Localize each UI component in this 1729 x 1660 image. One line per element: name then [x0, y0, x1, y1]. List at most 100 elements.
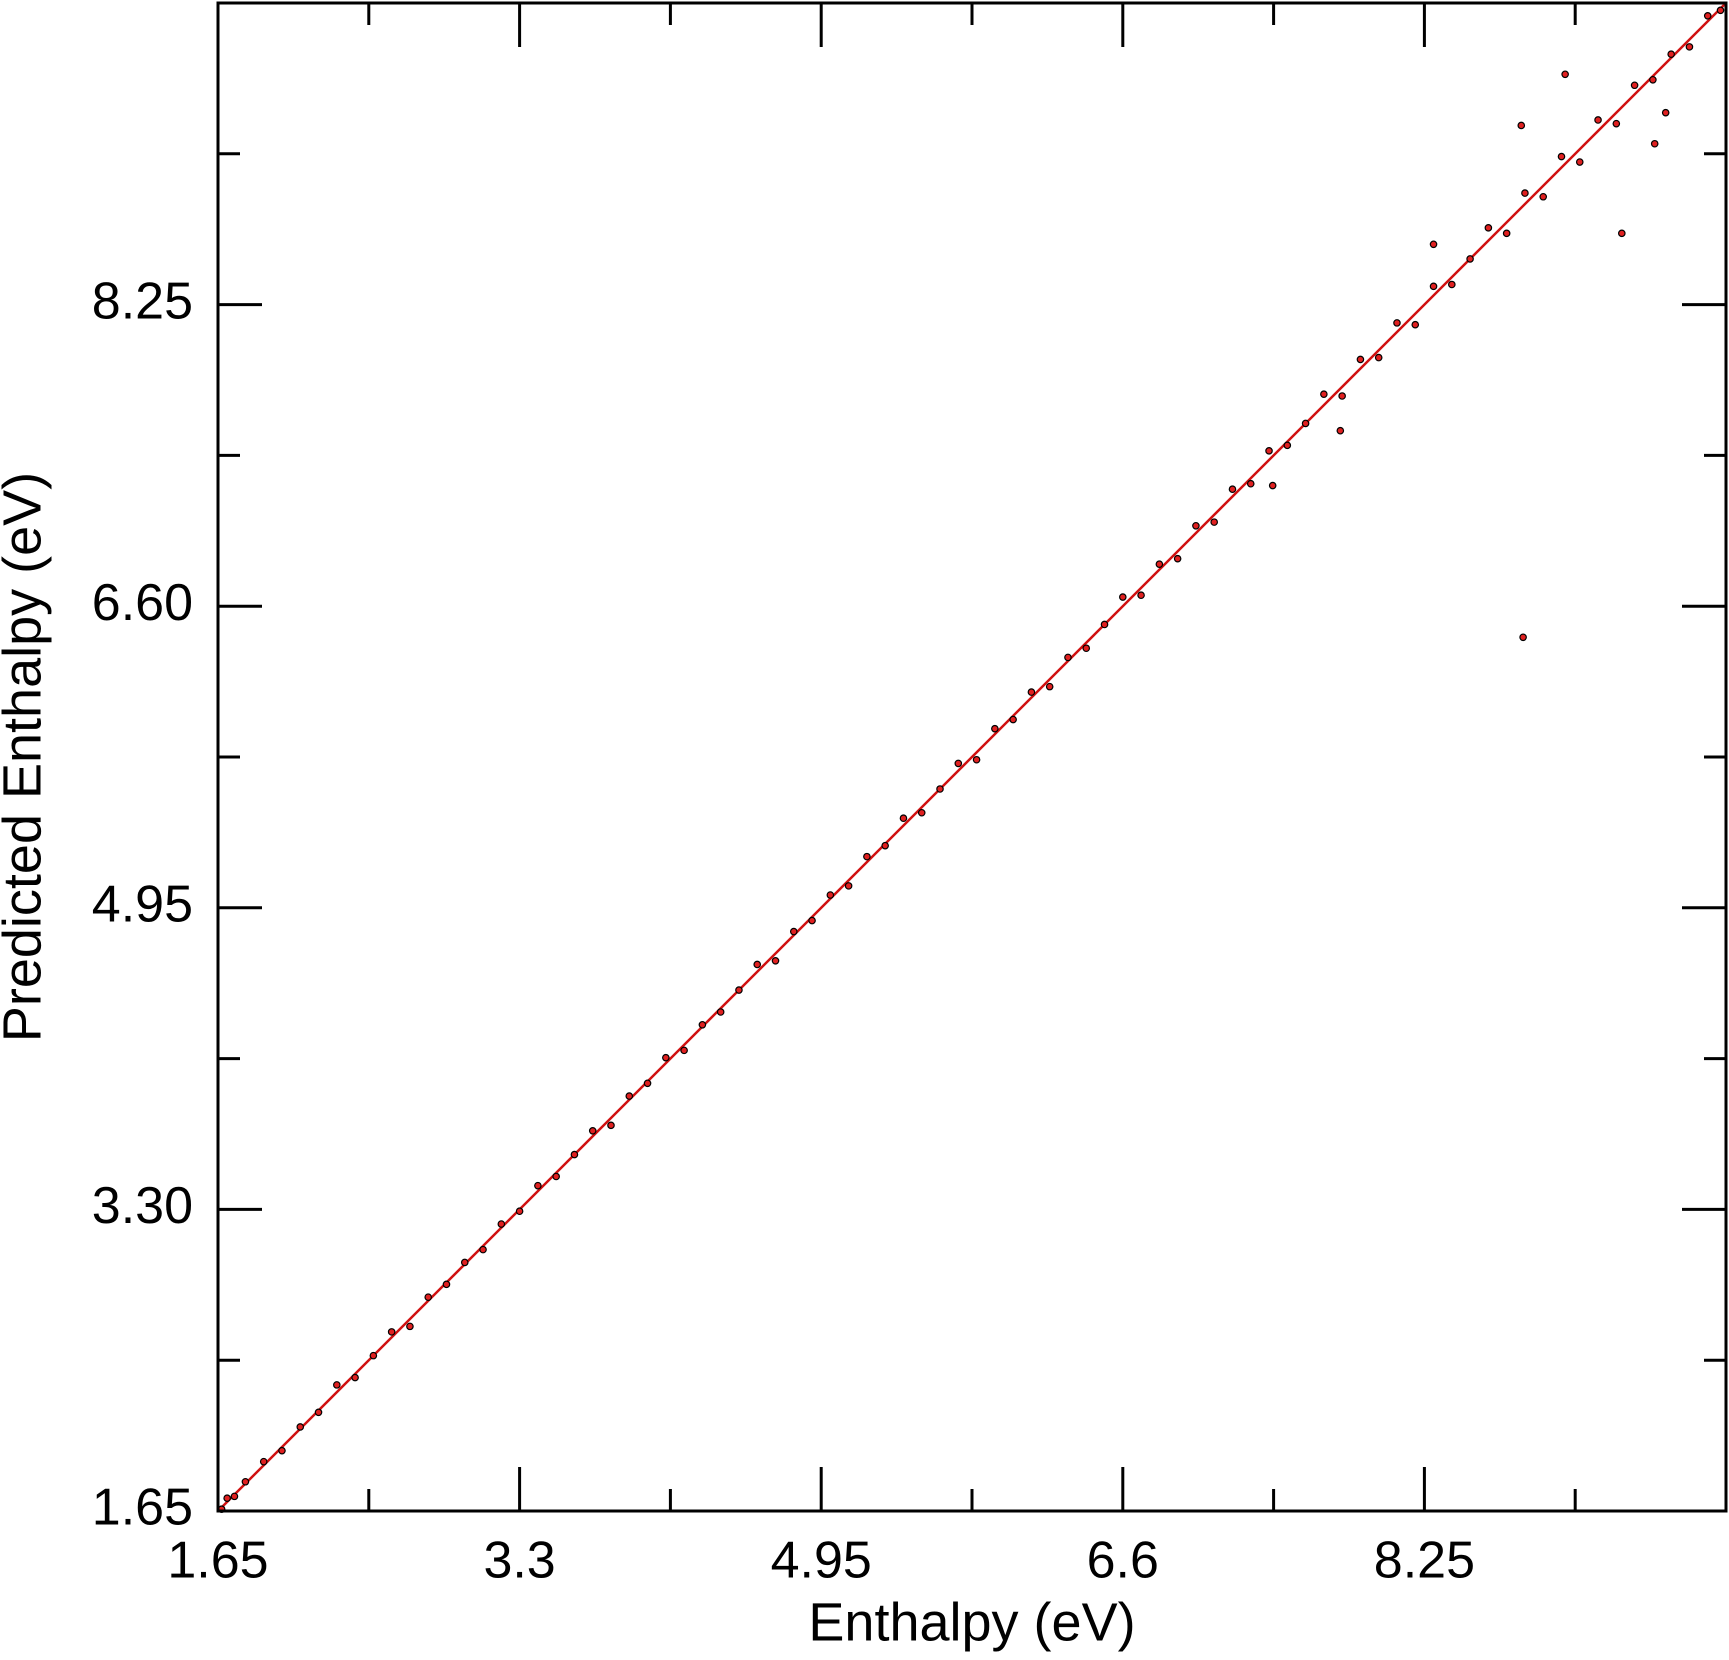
data-point [1137, 591, 1145, 600]
data-point [1009, 715, 1017, 724]
data-point [716, 1008, 725, 1016]
data-point [917, 808, 926, 817]
data-point [625, 1092, 634, 1100]
data-point [698, 1020, 707, 1029]
data-point [479, 1245, 487, 1254]
data-point [1685, 43, 1694, 51]
data-point [534, 1181, 542, 1190]
data-point [1064, 653, 1072, 662]
data-point [1173, 554, 1182, 563]
data-point [406, 1322, 414, 1331]
data-point [899, 814, 908, 823]
data-point [241, 1477, 250, 1486]
data-point [1155, 560, 1164, 568]
data-point [1612, 119, 1621, 128]
data-point [1575, 158, 1584, 166]
data-point [515, 1207, 524, 1216]
data-point [1502, 229, 1511, 238]
data-point [680, 1046, 688, 1055]
x-tick-label: 1.65 [167, 1532, 268, 1590]
data-point [369, 1351, 378, 1360]
data-point [991, 724, 999, 733]
data-point [1661, 108, 1670, 117]
data-point [1618, 229, 1626, 238]
x-axis-title: Enthalpy (eV) [808, 1592, 1135, 1652]
data-point [1356, 355, 1365, 364]
x-tick-label: 6.6 [1087, 1532, 1159, 1590]
data-point [333, 1381, 341, 1389]
data-point [643, 1079, 652, 1088]
data-point [1466, 255, 1474, 263]
data-point [662, 1053, 670, 1062]
data-point [1650, 139, 1659, 148]
data-point [1246, 479, 1255, 488]
data-point [789, 927, 798, 936]
data-point [1045, 682, 1054, 691]
data-point [1557, 152, 1566, 161]
data-point [607, 1121, 615, 1130]
data-point [588, 1127, 597, 1135]
data-point [1411, 320, 1420, 329]
data-point [1283, 441, 1292, 450]
data-point [351, 1373, 359, 1382]
data-point [1484, 224, 1493, 232]
data-point [771, 957, 780, 965]
x-tick-label: 8.25 [1374, 1532, 1475, 1590]
data-point [1119, 593, 1127, 601]
data-point [936, 785, 944, 793]
y-tick-label: 3.30 [92, 1177, 193, 1235]
data-point [497, 1220, 506, 1228]
data-point [1336, 426, 1345, 435]
y-tick-label: 6.60 [92, 574, 193, 632]
data-point [1703, 11, 1712, 20]
data-point [1519, 633, 1527, 642]
data-point [1429, 282, 1438, 291]
data-point [1320, 390, 1328, 398]
data-point [844, 882, 853, 890]
data-point [1517, 121, 1526, 130]
fit-line [217, 2, 1727, 1512]
data-point [1210, 518, 1218, 526]
y-axis-title: Predicted Enthalpy (eV) [0, 472, 52, 1042]
data-point [1521, 189, 1529, 197]
data-point [1228, 485, 1237, 494]
data-point [1301, 419, 1310, 428]
data-point [1539, 192, 1548, 201]
y-tick-label: 4.95 [92, 876, 193, 934]
x-tick-label: 3.3 [483, 1532, 555, 1590]
y-tick-label: 8.25 [92, 272, 193, 330]
data-point [1027, 688, 1036, 696]
data-point [230, 1492, 239, 1501]
data-point [735, 986, 743, 994]
data-point [1192, 521, 1200, 530]
data-point [1594, 116, 1602, 124]
data-point [570, 1150, 579, 1159]
data-point [259, 1457, 268, 1466]
data-point [753, 960, 762, 969]
data-point [460, 1258, 469, 1267]
data-point [808, 916, 816, 925]
data-point [826, 891, 835, 899]
data-point [1374, 353, 1383, 362]
data-point [1649, 75, 1657, 84]
data-point [442, 1280, 451, 1289]
x-tick-label: 4.95 [771, 1532, 872, 1590]
data-point [278, 1446, 286, 1455]
data-point [863, 852, 871, 861]
data-point [387, 1328, 396, 1336]
data-point [1716, 6, 1725, 15]
data-point [1448, 280, 1456, 289]
data-point [1338, 392, 1346, 400]
data-point [1561, 70, 1569, 79]
data-point [424, 1293, 433, 1301]
data-point [881, 841, 889, 850]
data-point [1630, 81, 1639, 90]
data-point [1667, 50, 1675, 58]
data-point [1268, 481, 1277, 490]
data-point [552, 1172, 560, 1181]
data-point [296, 1423, 305, 1431]
data-point [223, 1494, 231, 1503]
data-point [1082, 644, 1091, 653]
